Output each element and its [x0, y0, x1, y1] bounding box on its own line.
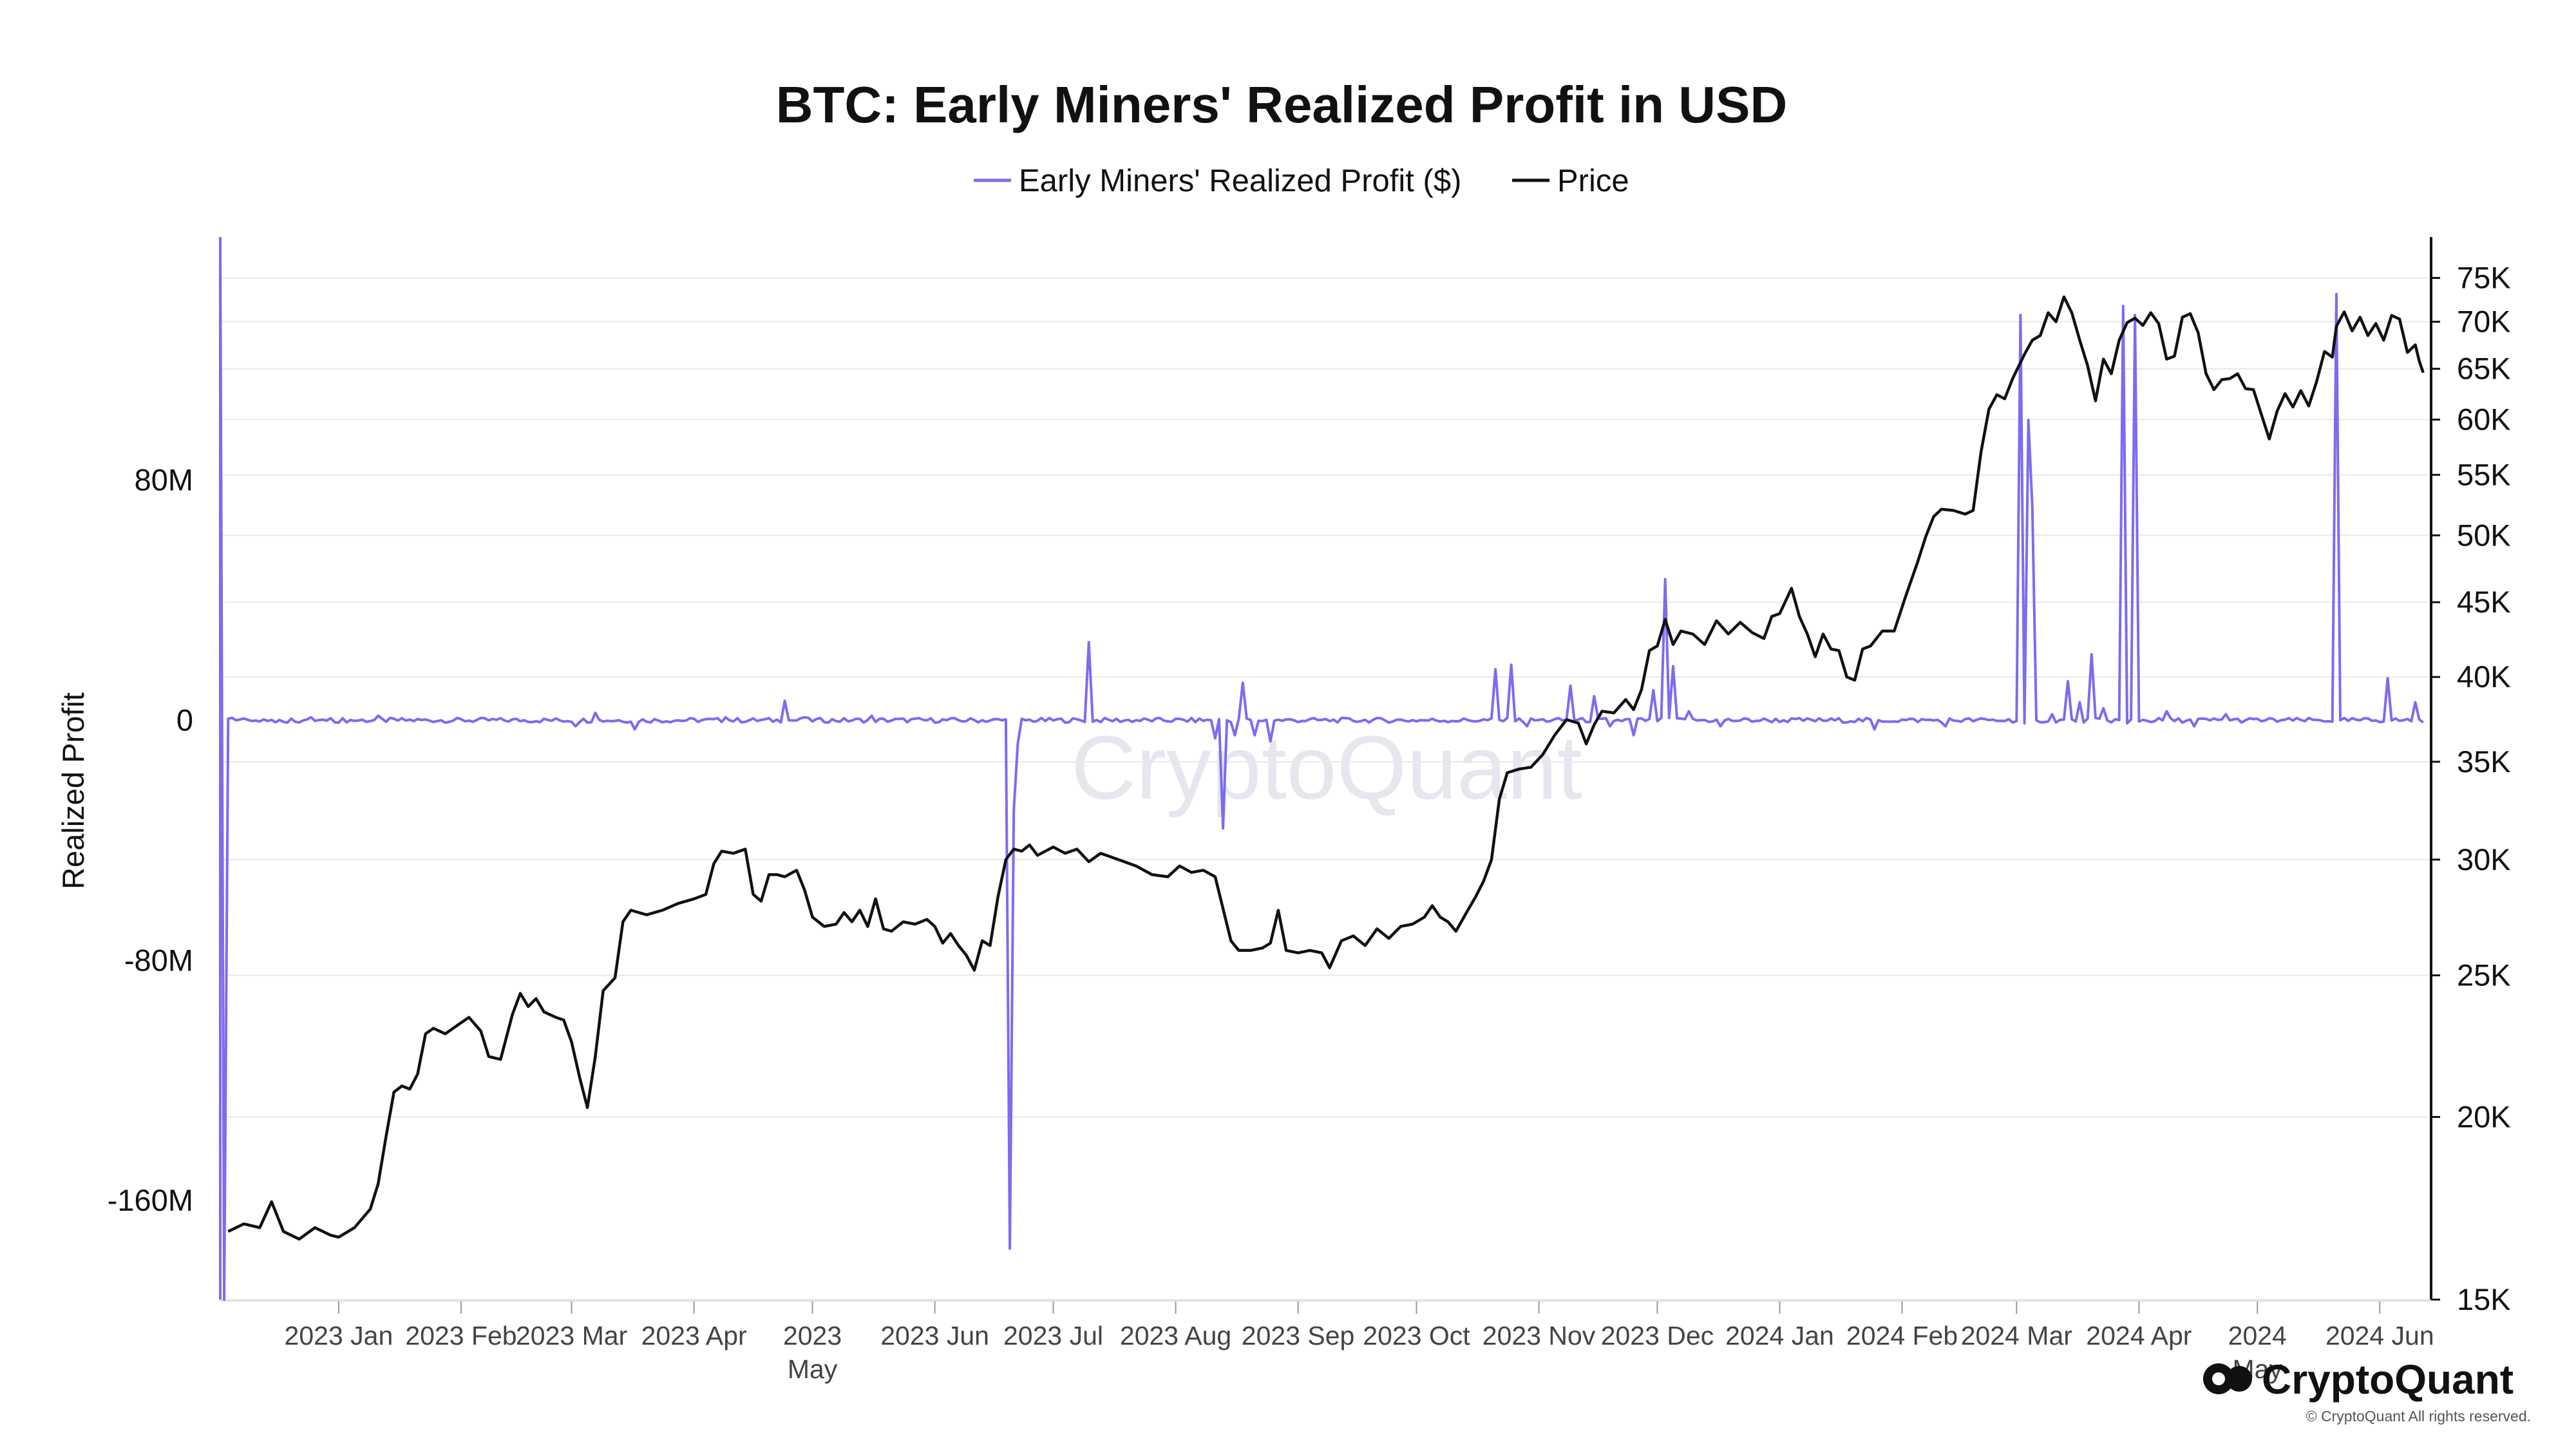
series-line-early-miners-realized-profit: [219, 236, 2424, 1301]
x-tick-label: 2023 Oct: [1363, 1321, 1470, 1350]
x-tick-label: 2024 Feb: [1846, 1321, 1958, 1350]
x-tick-label: 2023 Nov: [1482, 1321, 1596, 1350]
right-tick-label: 50K: [2457, 518, 2511, 552]
brand-logo-icon-inner: [2212, 1372, 2225, 1385]
legend: Early Miners' Realized Profit ($) Price: [974, 164, 1629, 198]
left-axis-title: Realized Profit: [56, 692, 90, 889]
x-tick-label: 2024 Apr: [2086, 1321, 2192, 1350]
right-tick-label: 55K: [2457, 457, 2511, 491]
right-tick-label: 15K: [2457, 1282, 2511, 1316]
legend-label-profit: Early Miners' Realized Profit ($): [1019, 164, 1461, 198]
x-tick-label: 2023 Jun: [880, 1321, 989, 1350]
x-tick-label: 2023 Apr: [641, 1321, 747, 1350]
left-tick-label: -160M: [108, 1183, 193, 1217]
series-line-price: [227, 295, 2425, 1241]
grid-lines: [220, 277, 2431, 1300]
right-tick-label: 65K: [2457, 352, 2511, 386]
x-tick-label: 2023 Mar: [516, 1321, 627, 1350]
brand-logo-icon-2: [2226, 1366, 2252, 1392]
x-tick-label: 2024: [2228, 1321, 2287, 1350]
left-tick-label: 80M: [135, 463, 193, 497]
right-tick-label: 75K: [2457, 261, 2511, 295]
x-tick-label-line2: May: [788, 1354, 838, 1384]
x-tick-label: 2023 Sep: [1242, 1321, 1355, 1350]
right-tick-label: 30K: [2457, 842, 2511, 876]
left-tick-label: -80M: [124, 943, 193, 977]
right-axis: 75K 70K 65K 60K 55K 50K 45K 40K 35K 30K 25K 20K 15K: [2431, 261, 2511, 1316]
x-tick-label: 2023 Jan: [285, 1321, 393, 1350]
legend-label-price: Price: [1557, 164, 1629, 198]
brand-logo: CryptoQuant: [2203, 1356, 2514, 1403]
chart-title: BTC: Early Miners' Realized Profit in US…: [776, 76, 1787, 133]
x-tick-label: 2024 Jun: [2325, 1321, 2434, 1350]
right-tick-label: 45K: [2457, 585, 2511, 619]
x-tick-label: 2024 Jan: [1725, 1321, 1834, 1350]
x-tick-label: 2023 Aug: [1120, 1321, 1231, 1350]
right-tick-label: 40K: [2457, 659, 2511, 694]
right-tick-label: 25K: [2457, 958, 2511, 992]
x-tick-label: 2023 Feb: [405, 1321, 516, 1350]
brand-logo-text: CryptoQuant: [2262, 1356, 2514, 1403]
left-tick-label: 0: [176, 703, 193, 737]
left-axis: 80M 0 -80M -160M: [108, 463, 193, 1218]
x-tick-label: 2023 Jul: [1003, 1321, 1103, 1350]
x-tick-label: 2023: [783, 1321, 842, 1350]
watermark: CryptoQuant: [1071, 717, 1582, 818]
x-tick-label: 2024 Mar: [1961, 1321, 2072, 1350]
right-tick-label: 60K: [2457, 402, 2511, 437]
right-tick-label: 20K: [2457, 1099, 2511, 1133]
right-tick-label: 70K: [2457, 305, 2511, 339]
right-tick-label: 35K: [2457, 744, 2511, 779]
x-tick-label: 2023 Dec: [1601, 1321, 1714, 1350]
copyright: © CryptoQuant All rights reserved.: [2306, 1408, 2531, 1425]
